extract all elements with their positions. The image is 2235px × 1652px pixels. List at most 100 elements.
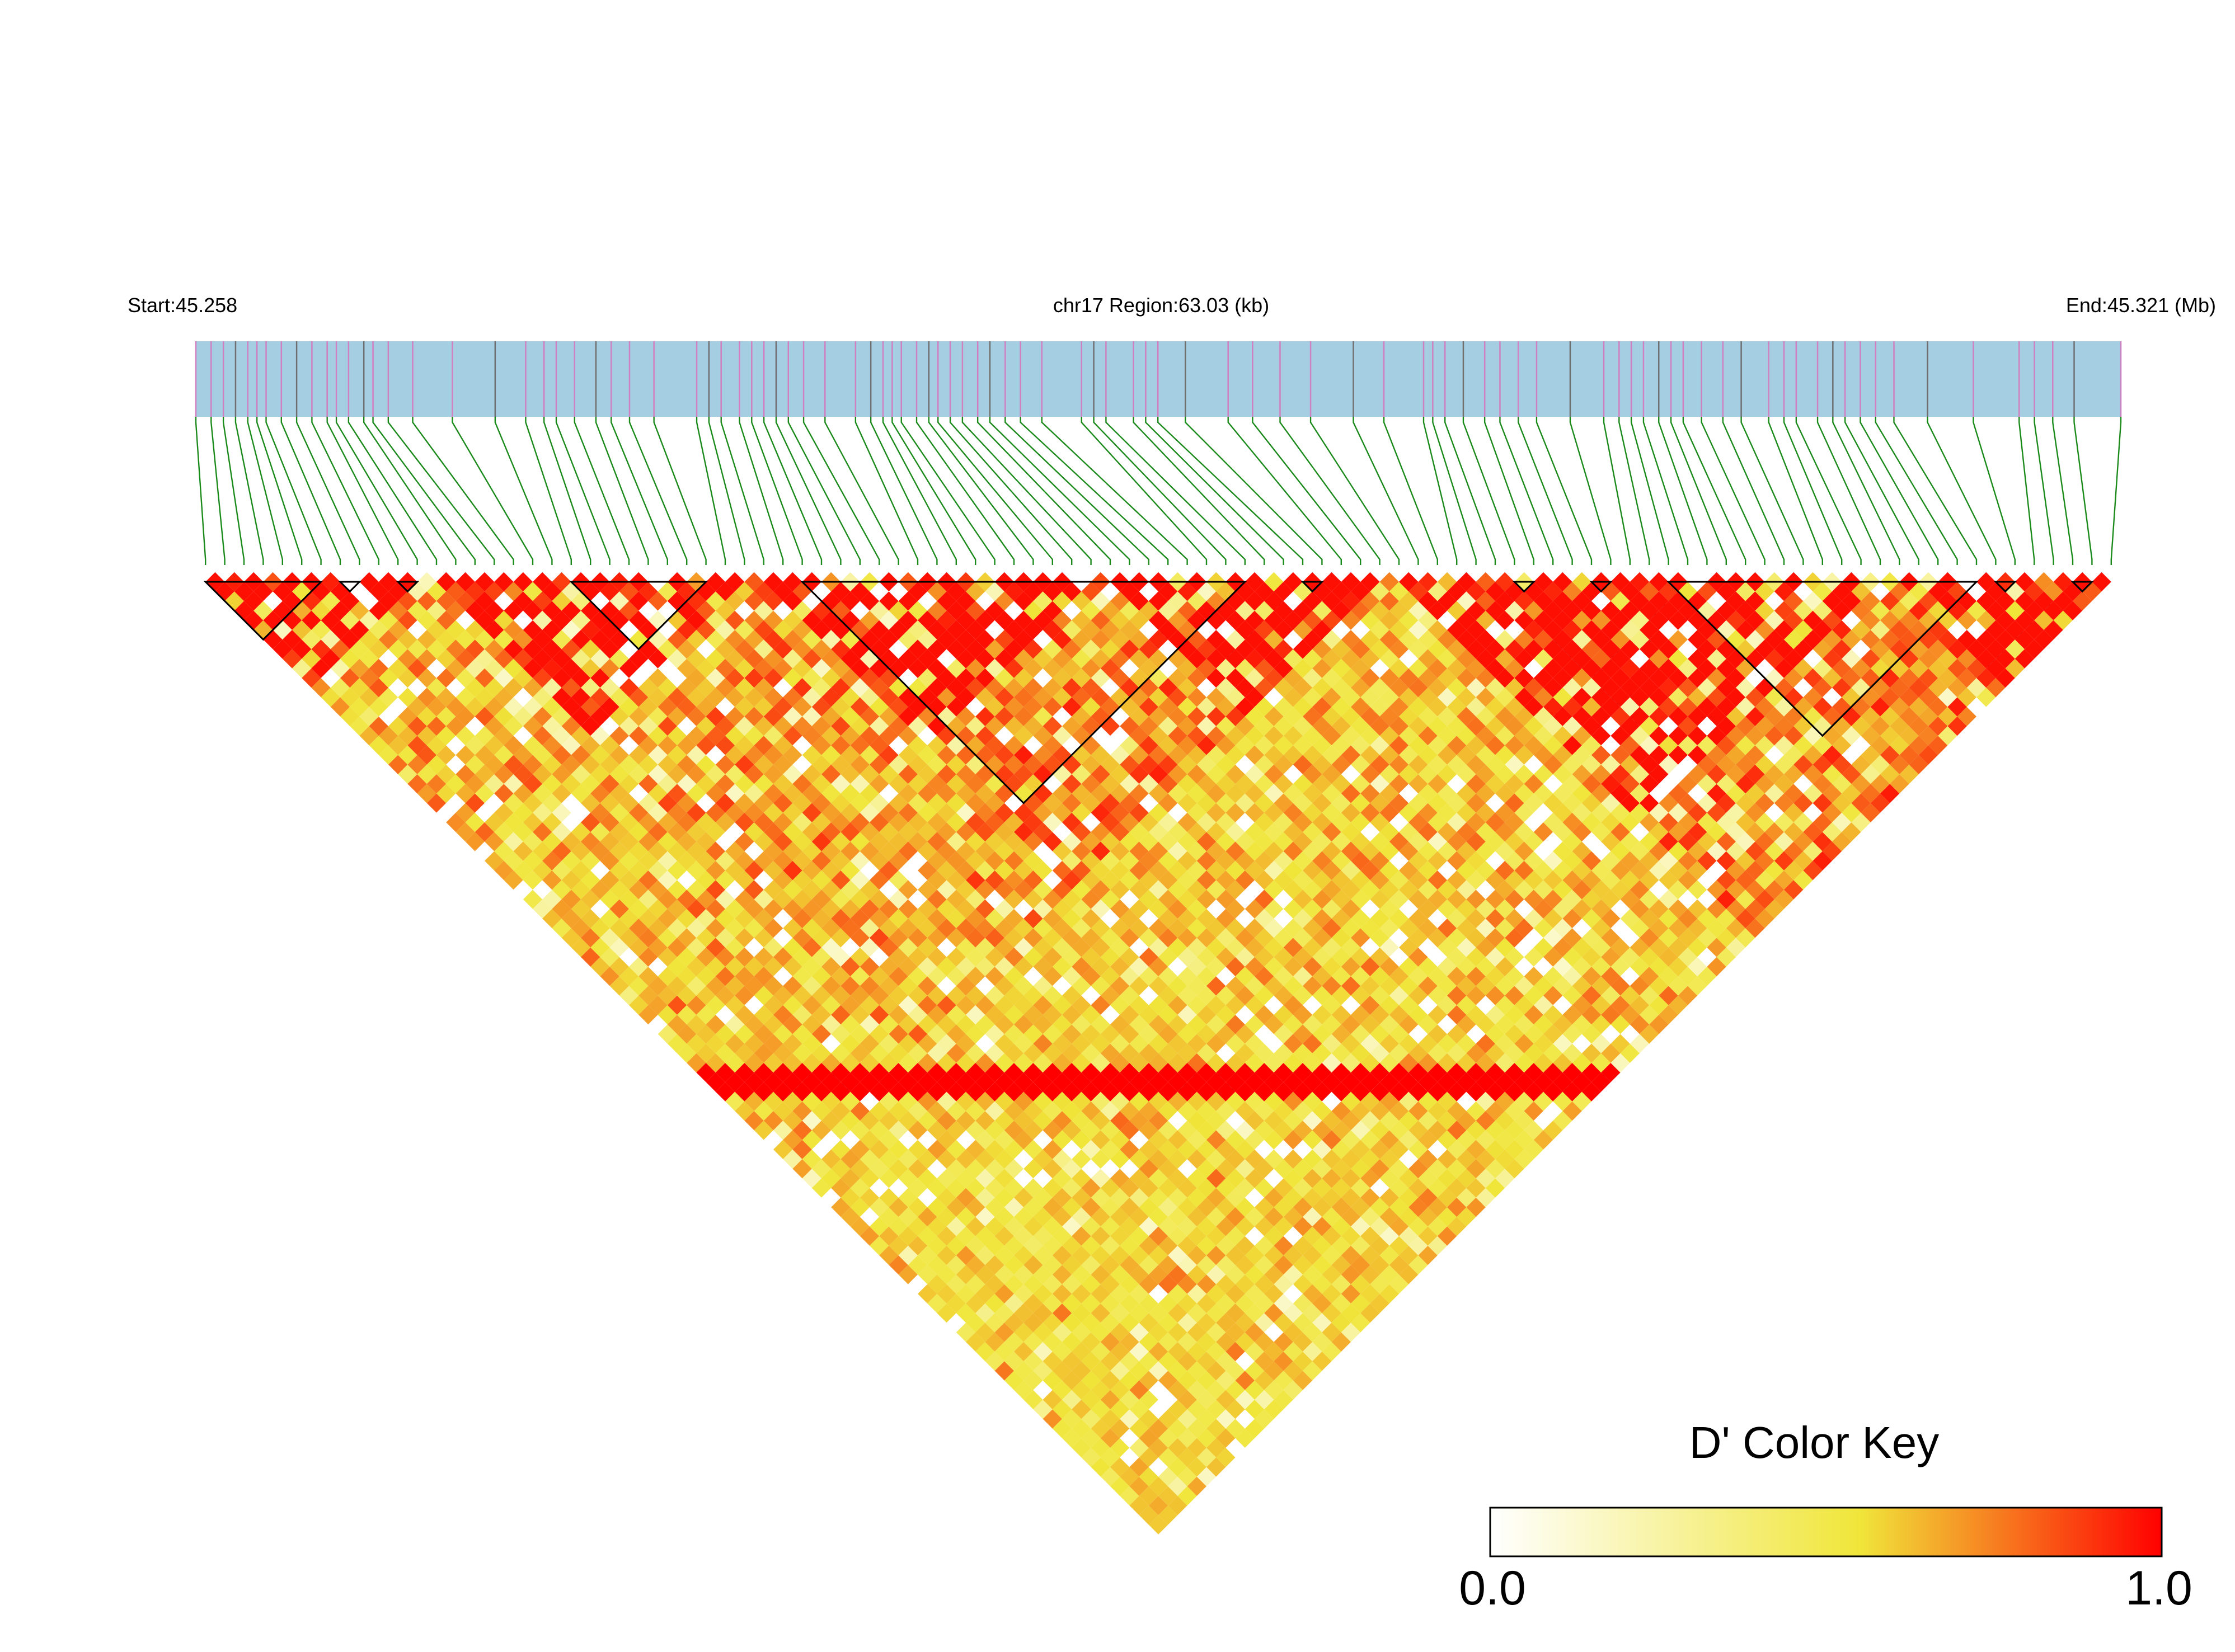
ld-cell [1591, 803, 1611, 822]
snp-connector [1462, 417, 1515, 565]
ld-cell [870, 793, 889, 813]
ld-cell [1110, 630, 1130, 649]
ld-cell [937, 995, 956, 1015]
ld-cell [966, 1024, 985, 1044]
ld-cell [1341, 976, 1361, 996]
ld-cell [792, 639, 812, 659]
ld-cell [1303, 610, 1322, 630]
ld-cell [1764, 784, 1784, 803]
ld-cell [1110, 1169, 1130, 1188]
ld-cell [1524, 1082, 1543, 1102]
ld-cell [1880, 784, 1900, 803]
ld-cell [1341, 803, 1361, 822]
ld-cell [1514, 976, 1534, 996]
ld-cell [1659, 889, 1678, 909]
ld-cell [1235, 1159, 1255, 1179]
ld-cell [918, 841, 937, 861]
ld-cell [1177, 1101, 1197, 1121]
ld-cell [407, 716, 427, 736]
ld-cell [725, 803, 745, 822]
ld-cell [1091, 1207, 1110, 1227]
snp-connector [387, 417, 495, 565]
ld-cell [1148, 668, 1168, 688]
ld-cell [744, 822, 764, 842]
ld-cell [407, 601, 427, 620]
ld-cell [1399, 707, 1419, 726]
ld-cell [1062, 889, 1082, 909]
ld-cell [1736, 582, 1755, 601]
ld-cell [1620, 1043, 1640, 1063]
ld-cell [1014, 1245, 1034, 1265]
ld-cell [1803, 822, 1823, 842]
ld-cell [985, 601, 1004, 620]
ld-cell [1640, 736, 1659, 755]
snp-connector [653, 417, 707, 565]
ld-cell [985, 1293, 1004, 1314]
ld-cell [1447, 620, 1467, 640]
ld-cell [1476, 880, 1495, 900]
ld-cell [1062, 1121, 1082, 1140]
ld-cell [725, 610, 745, 630]
ld-cell [1659, 870, 1678, 890]
ld-cell [773, 1005, 793, 1025]
ld-cell [821, 1149, 841, 1169]
ld-cell [1245, 822, 1265, 842]
ld-cell [1110, 591, 1130, 611]
ld-cell [475, 591, 495, 611]
ld-cell [1158, 1217, 1178, 1236]
ld-cell [841, 1149, 860, 1169]
ld-cell [1774, 658, 1794, 678]
ld-cell [1226, 899, 1245, 919]
ld-cell [1062, 716, 1082, 736]
ld-cell [1572, 784, 1591, 803]
ld-cell [1543, 658, 1563, 678]
ld-cell [1533, 1072, 1553, 1092]
snp-connector [1569, 417, 1612, 565]
ld-cell [1331, 812, 1351, 832]
ld-cell [1158, 1178, 1178, 1198]
ld-cell [1206, 938, 1226, 957]
ld-cell [1033, 1091, 1053, 1111]
ld-cell [1581, 832, 1602, 851]
ld-cell [985, 582, 1004, 601]
ld-cell [533, 803, 552, 822]
ld-cell [629, 919, 649, 938]
ld-cell [1572, 649, 1591, 669]
ld-cell [629, 957, 649, 977]
ld-cell [1476, 572, 1495, 592]
snp-connector [1004, 417, 1150, 565]
ld-cell [1351, 697, 1370, 717]
ld-cell [927, 1140, 947, 1159]
ld-cell [1428, 1043, 1447, 1063]
snp-connector [1227, 417, 1342, 565]
ld-cell [1274, 1082, 1293, 1102]
ld-cell [889, 582, 908, 601]
ld-cell [1351, 678, 1370, 698]
ld-cell [1707, 591, 1726, 611]
ld-cell [1187, 1169, 1206, 1188]
ld-cell [1784, 822, 1804, 842]
ld-cell [1360, 1207, 1380, 1227]
snp-connector [915, 417, 1015, 565]
ld-cell [1235, 620, 1255, 640]
ld-cell [1216, 1332, 1236, 1352]
ld-cell [561, 909, 581, 929]
ld-cell [1581, 658, 1602, 678]
ld-cell [1062, 1274, 1082, 1294]
ld-cell [985, 736, 1004, 755]
ld-cell [1033, 1149, 1053, 1169]
ld-cell [1620, 986, 1640, 1005]
ld-cell [1688, 899, 1707, 919]
ld-cell [1610, 1015, 1630, 1034]
ld-cell [1274, 639, 1293, 659]
ld-cell [1072, 1284, 1091, 1303]
ld-cell [378, 668, 398, 688]
ld-cell [1591, 995, 1611, 1015]
ld-cell [417, 591, 436, 611]
ld-cell [1139, 1467, 1158, 1486]
ld-cell [1437, 1130, 1457, 1150]
ld-cell [1764, 764, 1784, 784]
ld-cell [1514, 745, 1534, 765]
ld-cell [648, 860, 668, 881]
ld-cell [1533, 841, 1553, 861]
